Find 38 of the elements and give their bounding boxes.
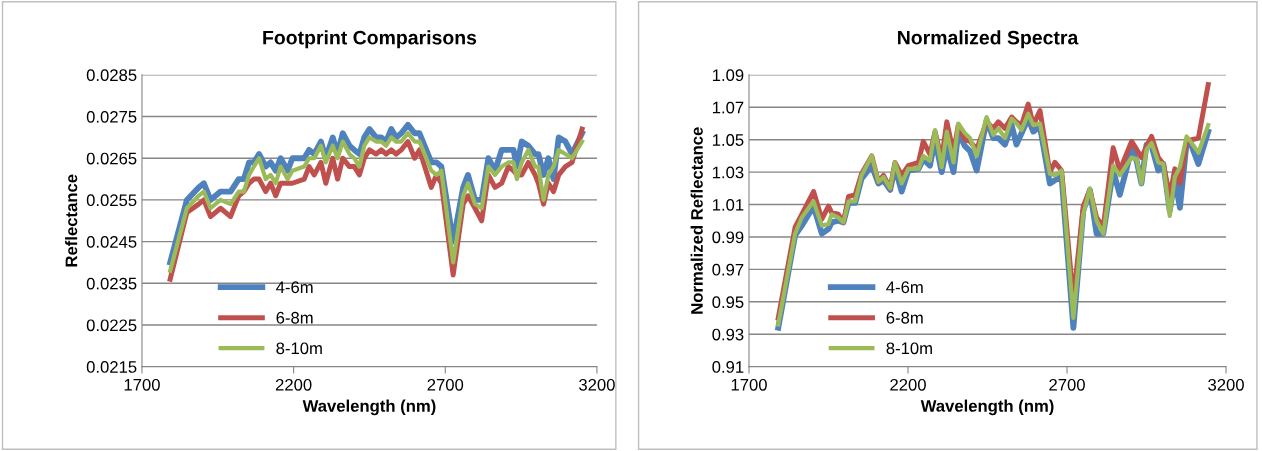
- y-tick-label: 0.91: [712, 361, 744, 373]
- y-tick-label: 0.99: [712, 231, 744, 244]
- x-tick-label: 1700: [124, 378, 160, 391]
- y-tick-label: 1.01: [712, 198, 744, 211]
- legend-label: 6-8m: [276, 311, 313, 324]
- y-tick-label: 0.0255: [86, 194, 137, 207]
- x-tick-label: 2700: [1049, 378, 1085, 391]
- y-tick-label: 1.09: [712, 69, 744, 82]
- x-tick-label: 2700: [427, 378, 464, 391]
- y-axis-title: Reflectance: [65, 174, 78, 267]
- legend-label: 4-6m: [886, 281, 923, 294]
- chart-title: Normalized Spectra: [898, 30, 1079, 49]
- y-tick-label: 0.97: [712, 263, 744, 276]
- legend-label: 8-10m: [276, 342, 322, 355]
- legend-label: 6-8m: [886, 311, 923, 324]
- y-axis-title: Normalized Reflectance: [690, 127, 703, 314]
- x-tick-label: 3200: [1208, 378, 1244, 391]
- x-axis-title: Wavelength (nm): [302, 399, 436, 416]
- x-axis-title: Wavelength (nm): [920, 399, 1054, 416]
- x-tick-label: 2200: [275, 378, 312, 391]
- y-tick-label: 1.03: [712, 166, 744, 179]
- x-tick-label: 2200: [890, 378, 926, 391]
- y-tick-label: 1.07: [712, 101, 744, 114]
- y-tick-label: 0.0215: [86, 361, 137, 373]
- y-tick-label: 0.95: [712, 296, 744, 309]
- y-tick-label: 0.0285: [86, 69, 137, 82]
- chart-title: Footprint Comparisons: [263, 30, 477, 49]
- x-tick-label: 3200: [579, 378, 615, 391]
- y-tick-label: 0.0235: [86, 277, 137, 290]
- y-tick-label: 0.93: [712, 328, 744, 341]
- y-tick-label: 0.0275: [86, 110, 137, 123]
- y-tick-label: 0.0225: [86, 319, 137, 332]
- y-tick-label: 0.0265: [86, 152, 137, 165]
- legend-label: 8-10m: [886, 342, 932, 355]
- y-tick-label: 1.05: [712, 134, 744, 146]
- y-tick-label: 0.0245: [86, 236, 137, 248]
- x-tick-label: 1700: [731, 378, 767, 391]
- legend-label: 4-6m: [276, 281, 313, 294]
